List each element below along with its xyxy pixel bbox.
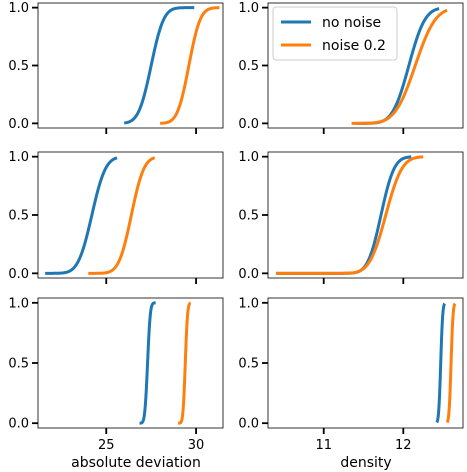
y-tick-label: 1.0 xyxy=(238,1,259,16)
panel-frame xyxy=(37,297,224,429)
series-line-noise-0-2 xyxy=(176,301,193,425)
panel-frame xyxy=(37,2,224,129)
y-tick-label: 0.0 xyxy=(238,417,259,432)
series-line-no-noise xyxy=(123,6,196,125)
y-tick-label: 1.0 xyxy=(8,296,29,311)
y-tick-label: 0.5 xyxy=(238,357,259,372)
panel-r0-c0: 0.0 0.5 1.0 xyxy=(8,1,224,134)
panel-r1-c1: 0.0 0.5 1.0 xyxy=(238,150,464,284)
y-tick-label: 0.5 xyxy=(8,59,29,74)
series-line-noise-0-2 xyxy=(275,155,424,275)
y-tick-label: 0.0 xyxy=(8,117,29,132)
x-tick-label: 30 xyxy=(188,438,205,453)
y-tick-label: 0.5 xyxy=(8,209,29,224)
y-tick-label: 0.0 xyxy=(8,417,29,432)
y-tick-label: 0.5 xyxy=(238,209,259,224)
y-tick-label: 0.0 xyxy=(8,267,29,282)
series-line-noise-0-2 xyxy=(87,156,156,275)
series-line-no-noise xyxy=(275,155,412,275)
x-tick-label: 12 xyxy=(395,438,412,453)
series-line-no-noise xyxy=(435,302,447,424)
y-tick-label: 0.0 xyxy=(238,267,259,282)
legend-label-no-noise: no noise xyxy=(322,15,381,31)
legend-frame xyxy=(272,6,398,61)
y-tick-label: 1.0 xyxy=(238,296,259,311)
panel-r2-c1: 0.0 0.5 1.0 11 12 xyxy=(238,296,464,453)
y-tick-label: 0.5 xyxy=(238,59,259,74)
y-tick-label: 1.0 xyxy=(238,150,259,165)
panel-r2-c0: 0.0 0.5 1.0 25 30 xyxy=(8,296,224,453)
panel-frame xyxy=(267,151,464,279)
x-axis-label-right: density xyxy=(340,455,391,471)
panel-frame xyxy=(267,297,464,429)
series-line-noise-0-2 xyxy=(159,6,221,125)
y-tick-label: 0.0 xyxy=(238,117,259,132)
x-tick-label: 25 xyxy=(98,438,115,453)
panel-r1-c0: 0.0 0.5 1.0 xyxy=(8,150,224,284)
x-tick-label: 11 xyxy=(315,438,332,453)
panels-layer: 0.00.51.00.00.51.00.00.51.00.00.51.00.00… xyxy=(8,1,464,453)
legend-label-noise-0-2: noise 0.2 xyxy=(322,38,386,54)
series-line-no-noise xyxy=(138,301,158,425)
x-axis-label-left: absolute deviation xyxy=(71,455,201,471)
legend: no noise noise 0.2 xyxy=(272,6,398,61)
series-line-noise-0-2 xyxy=(350,8,448,125)
y-tick-label: 1.0 xyxy=(8,1,29,16)
y-tick-label: 1.0 xyxy=(8,150,29,165)
series-line-noise-0-2 xyxy=(445,302,457,424)
y-tick-label: 0.5 xyxy=(8,357,29,372)
panel-r0-c1: 0.0 0.5 1.0 xyxy=(238,1,464,134)
series-line-no-noise xyxy=(44,156,119,275)
